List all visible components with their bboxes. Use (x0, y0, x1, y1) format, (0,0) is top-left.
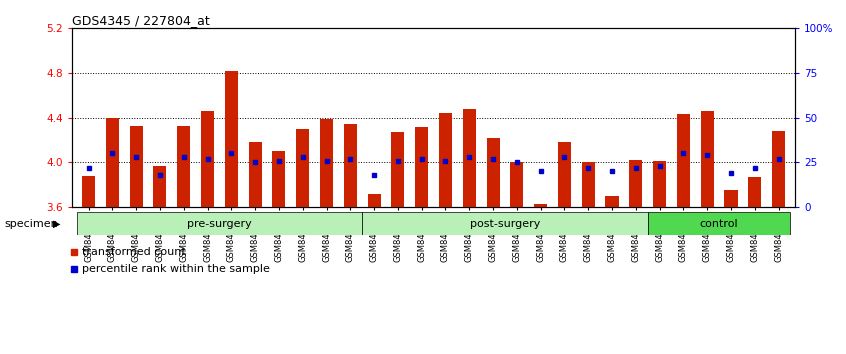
Bar (249, 142, 261, 207)
Text: GDS4345 / 227804_at: GDS4345 / 227804_at (72, 14, 210, 27)
Bar (700, 111, 714, 207)
Bar (296, 129, 310, 207)
Text: control: control (700, 219, 739, 229)
Bar (82, 176, 95, 207)
Bar (606, 196, 618, 207)
Bar (343, 124, 357, 207)
Bar (486, 138, 500, 207)
Bar (320, 119, 333, 207)
Bar (367, 194, 381, 207)
Bar (677, 114, 690, 207)
Text: pre-surgery: pre-surgery (187, 219, 252, 229)
Bar (225, 71, 238, 207)
Bar (106, 118, 119, 207)
Bar (582, 162, 595, 207)
Bar (392, 132, 404, 207)
Bar (272, 151, 285, 207)
Bar (724, 190, 738, 207)
Bar (510, 162, 524, 207)
Bar (415, 127, 428, 207)
Bar (201, 111, 214, 207)
Bar (129, 126, 143, 207)
Bar (362, 212, 648, 235)
Bar (77, 212, 362, 235)
Text: specimen: specimen (4, 219, 58, 229)
Bar (748, 177, 761, 207)
Text: percentile rank within the sample: percentile rank within the sample (82, 264, 271, 274)
Text: transformed count: transformed count (82, 247, 186, 257)
Bar (653, 161, 666, 207)
Bar (648, 212, 790, 235)
Bar (534, 204, 547, 207)
Bar (177, 126, 190, 207)
Text: post-surgery: post-surgery (470, 219, 540, 229)
Bar (629, 160, 642, 207)
Text: ▶: ▶ (53, 219, 61, 229)
Bar (153, 166, 167, 207)
Bar (772, 131, 785, 207)
Bar (439, 113, 452, 207)
Bar (463, 109, 475, 207)
Bar (558, 142, 571, 207)
